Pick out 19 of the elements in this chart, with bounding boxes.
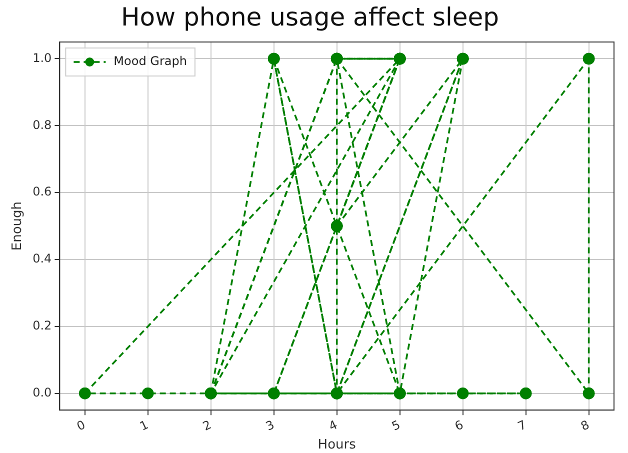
x-tick-label: 5	[390, 418, 402, 434]
x-tick-label: 1	[138, 418, 150, 434]
y-tick-label: 0.6	[32, 184, 52, 199]
x-tick-label: 6	[452, 418, 466, 434]
x-tick-label: 0	[74, 418, 88, 434]
x-tick-label: 8	[578, 418, 592, 434]
y-tick-label: 0.0	[32, 386, 52, 400]
y-tick-label: 0.4	[32, 252, 52, 266]
x-axis-title: Hours	[318, 438, 356, 453]
x-tick-label: 3	[264, 418, 276, 434]
y-tick-label: 0.8	[32, 118, 52, 132]
y-tick-label: 1.0	[32, 50, 52, 65]
x-tick-label: 7	[516, 418, 528, 434]
y-tick-label: 0.2	[32, 318, 52, 333]
chart-title: How phone usage affect sleep	[120, 2, 500, 32]
legend-label: Mood Graph	[114, 54, 187, 68]
x-tick-label: 2	[200, 418, 214, 434]
y-axis-title: Enough	[10, 201, 26, 251]
x-tick-label: 4	[326, 418, 340, 434]
